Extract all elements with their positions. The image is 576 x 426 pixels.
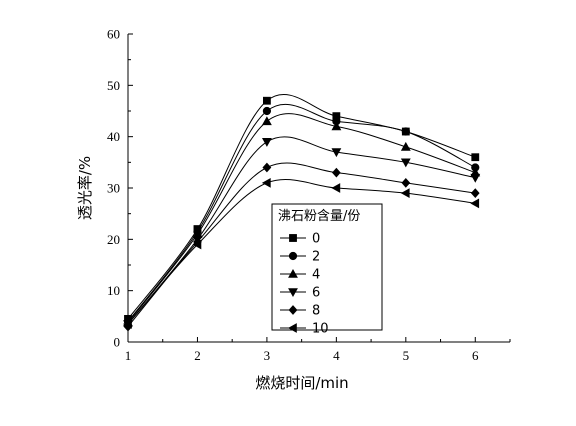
data-point-10 <box>261 177 271 188</box>
legend-label-0: 0 <box>312 232 320 247</box>
data-point-8 <box>401 178 411 188</box>
legend-marker-2 <box>288 251 298 261</box>
x-tick-label: 6 <box>472 348 479 363</box>
y-axis-title: 透光率/% <box>76 156 94 220</box>
legend: 沸石粉含量/份 0 2 4 6 8 10 <box>271 203 383 337</box>
x-tick-label: 5 <box>403 348 410 363</box>
data-point-2 <box>401 127 410 136</box>
data-point-10 <box>192 239 202 250</box>
y-tick-label: 20 <box>107 232 120 247</box>
y-tick-label: 30 <box>107 181 120 196</box>
data-point-8 <box>262 162 272 173</box>
data-point-6 <box>261 138 272 147</box>
data-point-10 <box>400 188 410 199</box>
data-point-4 <box>261 116 272 126</box>
legend-marker-6 <box>288 288 298 298</box>
x-tick-label: 4 <box>333 348 340 363</box>
data-point-10 <box>331 183 341 193</box>
data-point-10 <box>470 198 480 209</box>
legend-label-10: 10 <box>312 322 329 337</box>
data-point-0 <box>471 153 480 162</box>
data-point-6 <box>400 158 411 168</box>
legend-marker-10 <box>287 323 297 333</box>
legend-title: 沸石粉含量/份 <box>278 208 360 224</box>
x-tick-label: 3 <box>264 348 271 363</box>
data-point-8 <box>331 167 341 178</box>
x-tick-label: 1 <box>125 348 132 363</box>
data-point-4 <box>331 121 342 131</box>
data-point-6 <box>470 173 481 183</box>
legend-label-2: 2 <box>312 250 320 265</box>
legend-label-8: 8 <box>312 304 320 319</box>
legend-marker-0 <box>289 234 297 242</box>
data-point-4 <box>400 141 411 151</box>
y-tick-label: 50 <box>107 78 120 93</box>
legend-label-4: 4 <box>312 268 320 283</box>
legend-label-6: 6 <box>312 286 320 301</box>
x-axis-title: 燃烧时间/min <box>255 374 348 392</box>
data-point-10 <box>122 319 132 329</box>
legend-marker-8 <box>288 305 298 315</box>
y-tick-label: 10 <box>107 283 120 298</box>
data-point-0 <box>263 96 271 105</box>
data-point-2 <box>262 106 272 116</box>
y-tick-label: 0 <box>114 335 121 350</box>
data-point-8 <box>470 188 480 198</box>
legend-marker-4 <box>288 268 298 278</box>
y-tick-label: 60 <box>107 27 120 42</box>
x-tick-label: 2 <box>194 348 201 363</box>
y-tick-label: 40 <box>107 129 120 144</box>
series-markers <box>122 96 481 332</box>
data-point-6 <box>331 148 342 158</box>
